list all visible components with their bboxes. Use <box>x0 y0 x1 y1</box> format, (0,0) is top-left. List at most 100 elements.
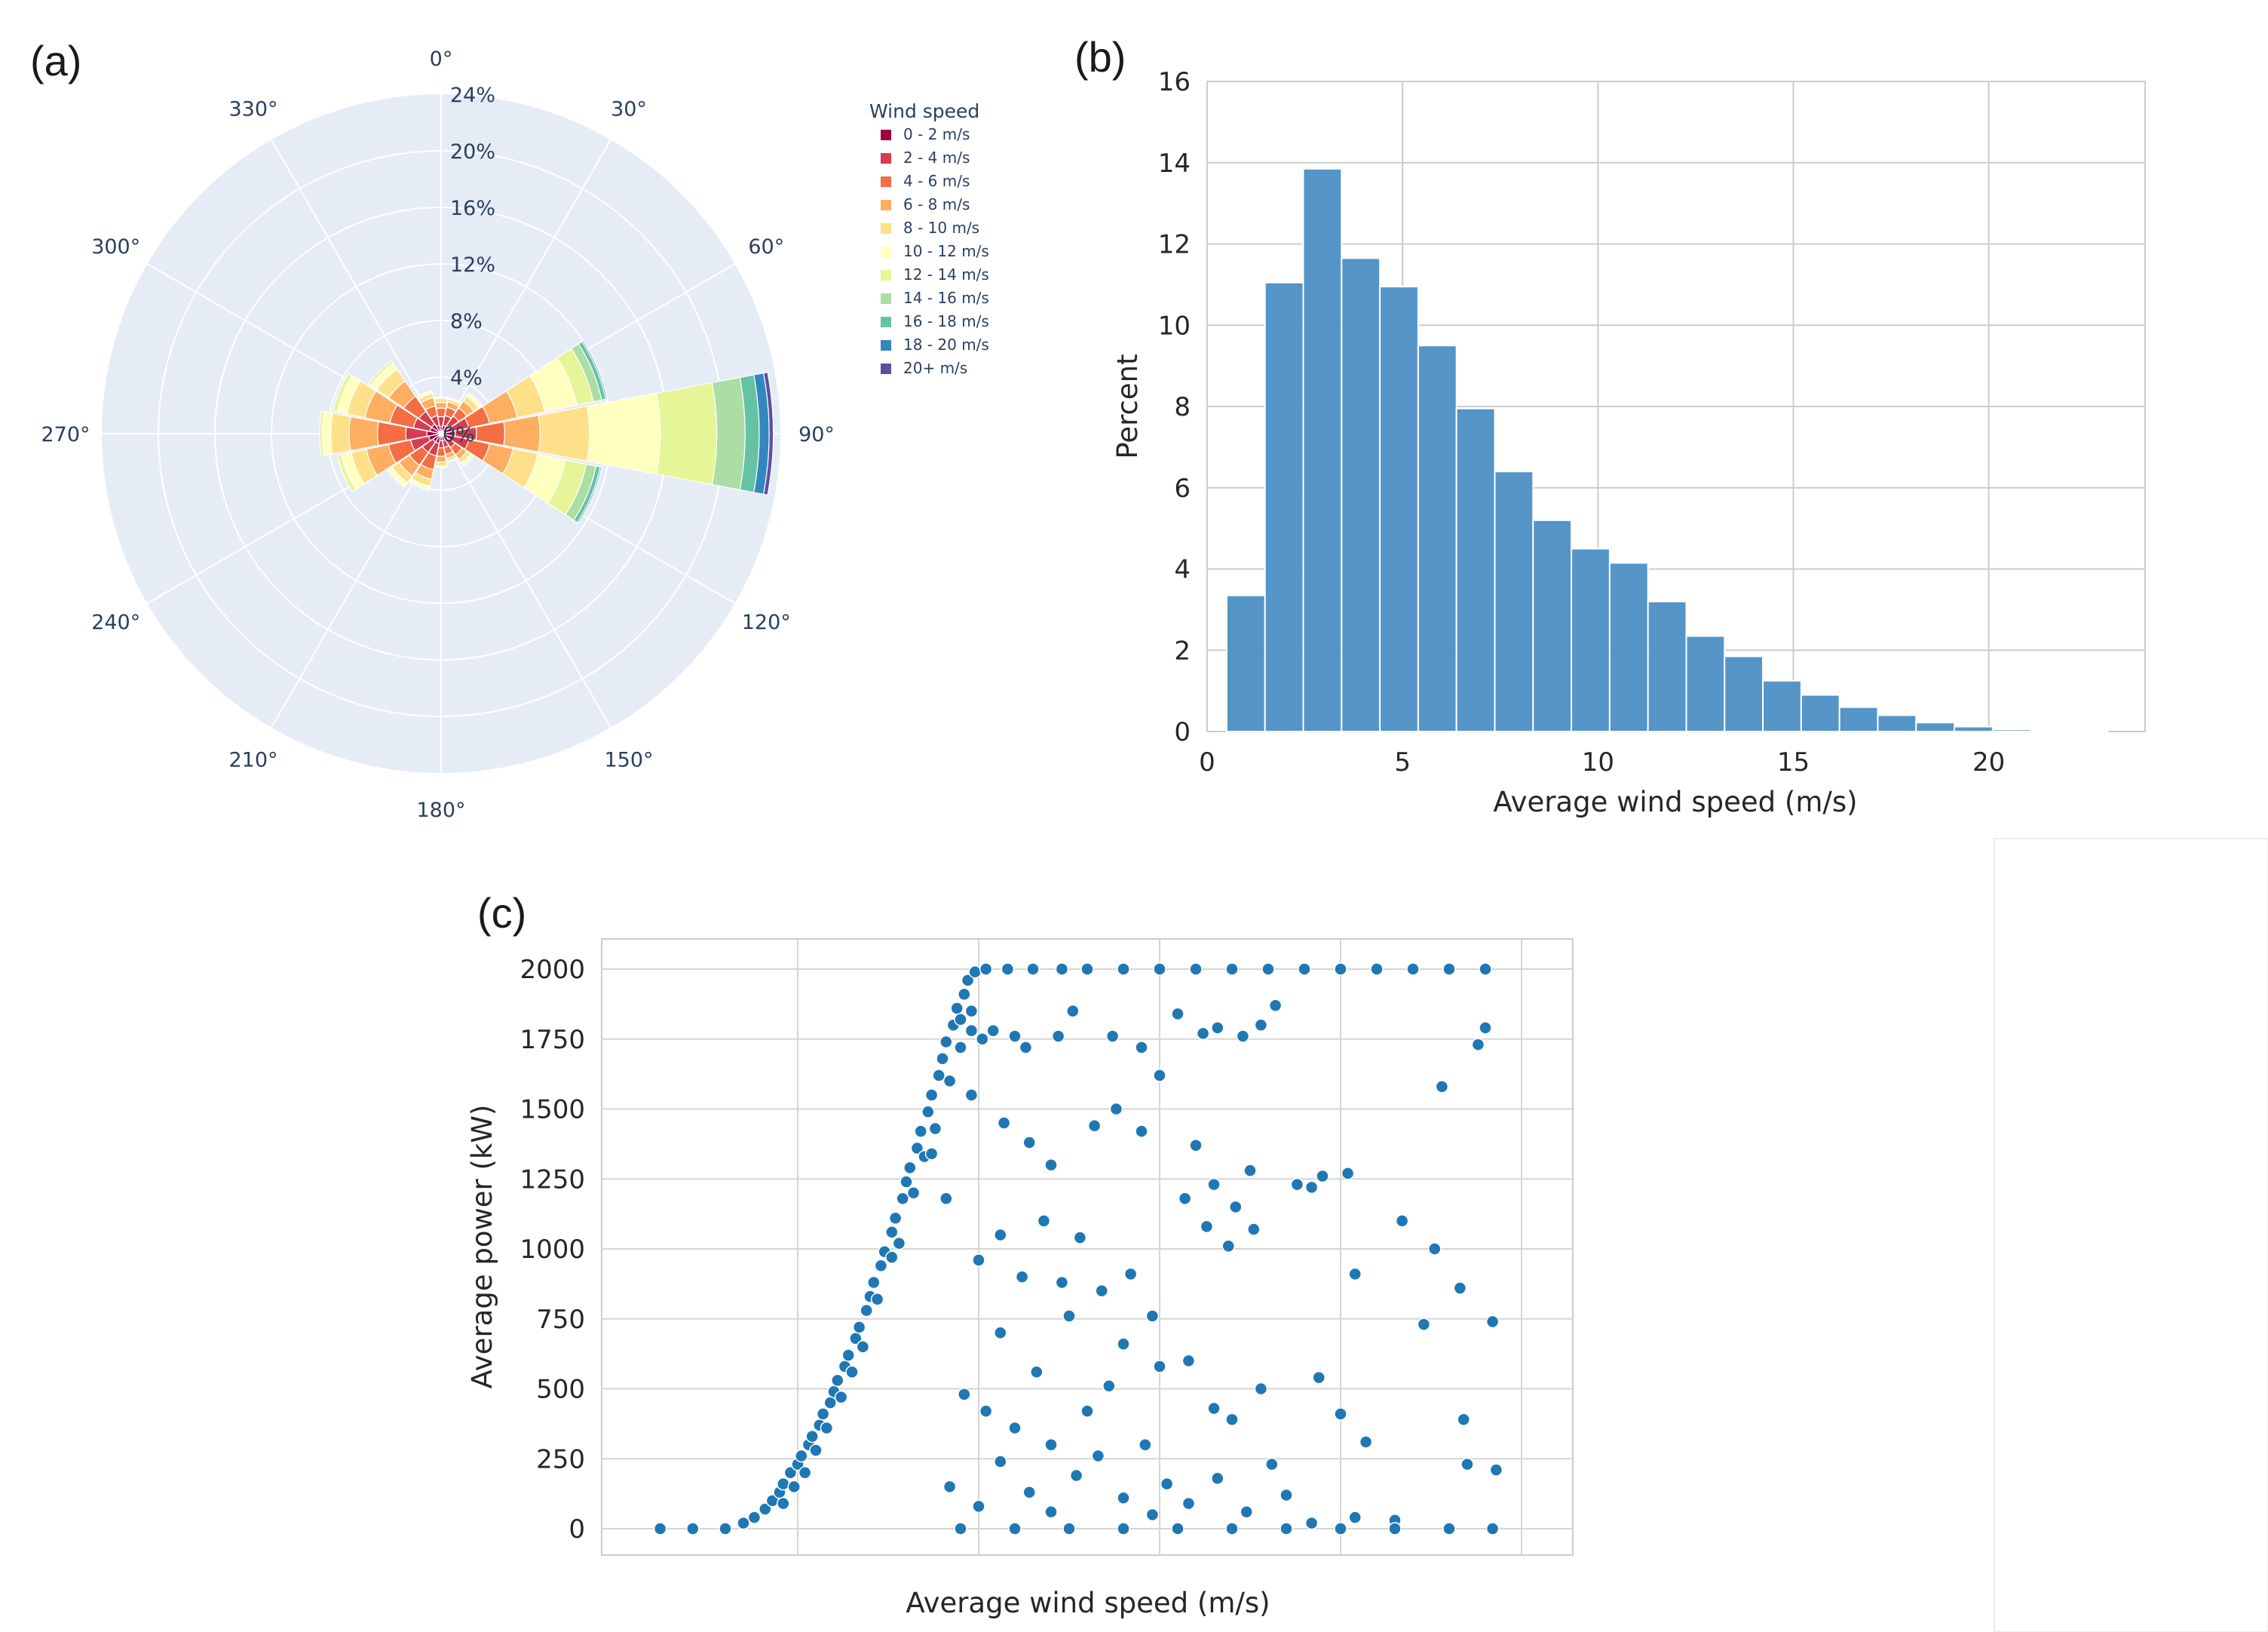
hist-x-tick: 5 <box>1394 747 1411 778</box>
polar-grid-spoke <box>440 139 611 434</box>
legend-item: 8 - 10 m/s <box>903 219 979 237</box>
scatter-point <box>942 1480 957 1494</box>
hist-bar <box>1571 548 1611 732</box>
scatter-point <box>1370 962 1384 976</box>
scatter-point <box>1189 962 1203 976</box>
polar-angular-ticks: 0° 30° 60° 90° 120° 150° 180° 210° 240° 270° 300° 3… <box>41 48 834 822</box>
hist-x-axis-label: Average wind speed (m/s) <box>1493 786 1857 818</box>
scatter-point <box>1395 1214 1409 1228</box>
scatter-point <box>686 1522 700 1535</box>
scatter-point <box>852 1321 866 1334</box>
polar-radial-tick: 8% <box>450 310 483 333</box>
scatter-point <box>1479 962 1492 976</box>
polar-angular-tick: 300° <box>91 235 140 259</box>
scatter-point <box>1145 1309 1160 1323</box>
scatter-point <box>1280 1488 1293 1502</box>
polar-wedge <box>586 392 661 475</box>
scatter-point <box>964 1088 979 1102</box>
hist-x-tick: 15 <box>1777 747 1810 778</box>
scatter-point <box>1160 1477 1174 1491</box>
scatter-point <box>892 1236 906 1250</box>
scatter-point <box>1182 1354 1196 1368</box>
scatter-point <box>1008 1522 1022 1535</box>
scatter-point <box>1015 1270 1029 1284</box>
scatter-point <box>961 974 975 987</box>
scatter-point <box>1225 962 1239 976</box>
scatter-point <box>1312 1370 1326 1385</box>
scatter-point <box>1442 962 1456 976</box>
scatter-point <box>1102 1379 1116 1393</box>
scatter-point <box>1453 1281 1467 1295</box>
polar-wedge <box>435 455 447 463</box>
scatter-point <box>1182 1496 1196 1511</box>
polar-grid-spoke <box>440 433 611 729</box>
scatter-point <box>1428 1242 1442 1256</box>
scatter-point <box>1095 1284 1108 1298</box>
polar-radial-ticks: 0% 4% 8% 12% 16% 20% 24% <box>443 84 495 446</box>
scatter-point <box>1341 1167 1355 1180</box>
panel-label-b: (b) <box>1074 33 1126 81</box>
scatter-point <box>1348 1511 1362 1524</box>
legend-item: 12 - 14 m/s <box>903 265 989 284</box>
scatter-point <box>942 1074 957 1088</box>
scatter-point <box>816 1407 830 1421</box>
scatter-point <box>1069 1468 1083 1483</box>
scatter-points <box>653 962 1503 1535</box>
scatter-point <box>958 1388 971 1401</box>
scatter-point <box>1117 962 1130 976</box>
polar-angular-tick: 90° <box>798 423 835 446</box>
hist-bar <box>1647 600 1687 732</box>
scatter-point <box>809 1443 823 1457</box>
scatter-point <box>896 1192 909 1205</box>
legend-swatch <box>881 130 891 140</box>
polar-angular-tick: 270° <box>41 423 90 446</box>
scatter-point <box>805 1429 819 1443</box>
scatter-point <box>1019 1041 1033 1054</box>
legend-item: 18 - 20 m/s <box>903 336 989 354</box>
hist-bar <box>1915 722 1956 733</box>
scatter-point <box>1388 1522 1402 1535</box>
scatter-point <box>867 1275 881 1290</box>
scatter-y-tick: 1750 <box>519 1025 585 1055</box>
scatter-point <box>994 1228 1007 1242</box>
hist-bar <box>1455 407 1496 732</box>
legend-swatch <box>881 293 891 304</box>
scatter-point <box>1153 1069 1166 1082</box>
hist-y-tick: 8 <box>1174 392 1191 422</box>
scatter-point <box>1359 1435 1373 1449</box>
scatter-point <box>968 965 982 979</box>
polar-angular-tick: 180° <box>416 799 465 822</box>
scatter-point <box>979 1404 993 1418</box>
scatter-point <box>1109 1102 1123 1116</box>
scatter-point <box>906 1186 921 1200</box>
scatter-point <box>1123 1267 1138 1281</box>
scatter-point <box>1225 1413 1239 1427</box>
scatter-point <box>939 1192 953 1205</box>
scatter-point <box>860 1303 873 1318</box>
scatter-point <box>964 1023 979 1038</box>
legend-item: 0 - 2 m/s <box>903 125 970 143</box>
scatter-point <box>979 962 993 976</box>
scatter-y-tick: 1000 <box>519 1235 585 1265</box>
hist-x-tick: 0 <box>1199 747 1215 778</box>
scatter-point <box>1080 962 1094 976</box>
panel-c: (c) 0 250 500 750 1000 1250 1500 1750 2000 Avera… <box>466 889 1574 1619</box>
scatter-point <box>1236 1029 1250 1043</box>
scatter-point <box>1243 1164 1257 1177</box>
wind-speed-legend: Wind speed 0 - 2 m/s 2 - 4 m/s 4 - 6 m/s 6 … <box>869 100 989 377</box>
scatter-point <box>874 1259 888 1273</box>
scatter-point <box>1044 1505 1058 1519</box>
hist-y-tick: 0 <box>1174 717 1191 747</box>
scatter-y-tick: 250 <box>536 1444 585 1474</box>
polar-radial-tick: 16% <box>450 197 495 220</box>
scatter-point <box>958 987 971 1002</box>
scatter-point <box>1055 1275 1069 1290</box>
legend-item: 14 - 16 m/s <box>903 289 989 307</box>
polar-angular-tick: 30° <box>611 98 647 121</box>
hist-bar <box>1762 679 1802 732</box>
hist-bar <box>1494 471 1534 732</box>
legend-swatch <box>881 176 891 187</box>
hist-ticks: 0 5 10 15 20 0 2 4 6 8 10 12 14 16 <box>1158 67 2006 778</box>
scatter-point <box>900 1175 913 1189</box>
polar-wedge <box>434 402 448 410</box>
